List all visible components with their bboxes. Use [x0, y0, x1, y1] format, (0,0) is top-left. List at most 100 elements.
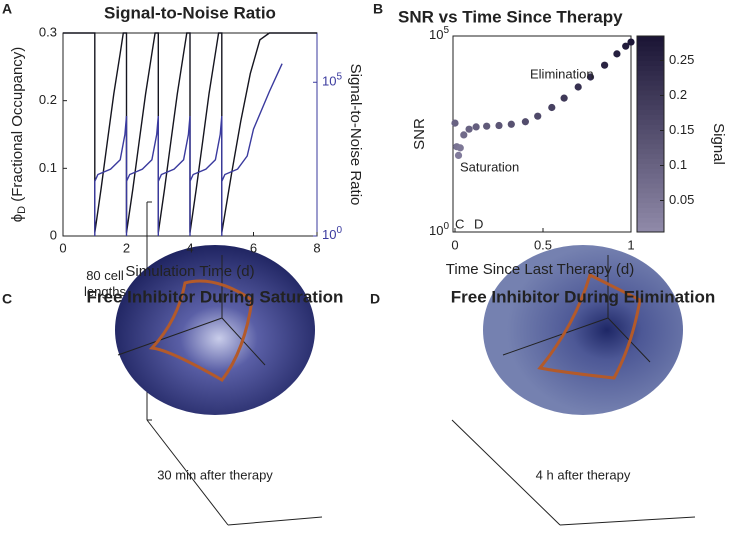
tick-label: 100 — [322, 225, 342, 243]
tick-base: 10 — [322, 227, 336, 242]
point — [451, 119, 459, 127]
y-label-rest: (Fractional Occupancy) — [9, 47, 26, 206]
annotation: Elimination — [530, 66, 594, 81]
colorbar-step — [637, 202, 664, 208]
x-label: Simulation Time (d) — [125, 263, 254, 280]
colorbar-step — [637, 153, 664, 159]
colorbar-step — [637, 40, 664, 47]
colorbar-step — [637, 158, 664, 164]
caption: 30 min after therapy — [157, 467, 273, 482]
y-label-symbol: ϕ — [9, 214, 26, 222]
y2-label: Signal-to-Noise Ratio — [347, 64, 364, 206]
point — [586, 73, 595, 81]
colorbar-frame — [636, 35, 665, 233]
colorbar-step — [637, 143, 664, 150]
colorbar-tick-label: 0.05 — [669, 192, 694, 207]
x-tick-label: 2 — [123, 240, 130, 255]
point — [454, 151, 463, 159]
point — [548, 103, 556, 112]
tick-base: 10 — [322, 74, 336, 89]
colorbar-step — [637, 85, 664, 91]
colorbar-step — [637, 60, 664, 66]
point — [601, 61, 609, 69]
y-tick-label: 0.3 — [39, 24, 57, 39]
colorbar-step — [637, 148, 664, 155]
point — [627, 38, 635, 46]
tick-base: 10 — [429, 27, 443, 42]
tick-base: 10 — [429, 223, 443, 238]
colorbar-tick-label: 0.25 — [669, 52, 694, 67]
panel-letter: C — [2, 291, 12, 307]
y-label-sub: D — [16, 206, 28, 214]
point — [483, 122, 491, 130]
colorbar-step — [637, 99, 664, 106]
point — [460, 131, 468, 139]
colorbar-step — [637, 129, 664, 135]
colorbar-step — [637, 65, 664, 71]
colorbar-step — [637, 222, 664, 228]
panel-letter: B — [373, 1, 383, 17]
colorbar-step — [637, 207, 664, 213]
colorbar-step — [637, 36, 664, 42]
y-label: SNR — [411, 118, 428, 150]
colorbar-step — [637, 45, 664, 52]
colorbar-step — [637, 89, 664, 96]
tick-exponent: 5 — [443, 25, 449, 36]
y-label: ϕD (Fractional Occupancy) — [9, 47, 28, 223]
colorbar-step — [637, 192, 664, 199]
colorbar-step — [637, 70, 664, 76]
colorbar-step — [637, 50, 664, 57]
point — [472, 123, 480, 131]
colorbar-step — [637, 75, 664, 81]
tick-exponent: 5 — [336, 71, 342, 82]
chart-title: Signal-to-Noise Ratio — [104, 3, 276, 22]
x-tick-label: 1 — [627, 237, 634, 252]
colorbar-step — [637, 94, 664, 101]
colorbar-step — [637, 227, 664, 233]
colorbar-step — [637, 55, 664, 61]
colorbar-step — [637, 217, 664, 223]
colorbar-step — [637, 104, 664, 110]
point — [613, 50, 621, 58]
panel-title: Free Inhibitor During Elimination — [451, 287, 715, 306]
colorbar-step — [637, 109, 664, 115]
colorbar-step — [637, 163, 664, 169]
panel-title: Free Inhibitor During Saturation — [87, 287, 344, 306]
colorbar-tick-label: 0.2 — [669, 87, 687, 102]
point — [560, 94, 568, 102]
annotation: Saturation — [460, 159, 519, 174]
x-tick-label: 0 — [451, 237, 458, 252]
x-tick-label: 8 — [313, 240, 320, 255]
tick-label: 100 — [429, 221, 449, 239]
colorbar-step — [637, 187, 664, 194]
point — [456, 144, 464, 152]
y-tick-label: 0 — [50, 227, 57, 242]
tick-exponent: 0 — [443, 221, 449, 232]
y-tick-label: 0.2 — [39, 92, 57, 107]
panel-letter: D — [370, 291, 380, 307]
tick-exponent: 0 — [336, 225, 342, 236]
annotation: C — [455, 216, 464, 231]
colorbar-step — [637, 212, 664, 218]
tick-label: 105 — [429, 25, 449, 43]
series-line — [94, 63, 283, 236]
x-label: Time Since Last Therapy (d) — [446, 261, 634, 278]
x-tick-label: 0.5 — [534, 237, 552, 252]
colorbar-step — [637, 197, 664, 204]
y-tick-label: 0.1 — [39, 160, 57, 175]
point — [507, 120, 515, 128]
x-tick-label: 0 — [59, 240, 66, 255]
chart-title: SNR vs Time Since Therapy — [398, 7, 623, 26]
panel-c-render — [115, 201, 323, 526]
colorbar-step — [637, 80, 664, 86]
point — [574, 83, 582, 91]
plot-frame — [452, 35, 632, 233]
panel-d-render — [451, 245, 696, 526]
point — [534, 112, 542, 120]
panel-letter: A — [2, 1, 12, 17]
tick-label: 105 — [322, 71, 342, 89]
colorbar-step — [637, 138, 664, 145]
x-tick-label: 6 — [250, 240, 257, 255]
point — [622, 42, 630, 50]
